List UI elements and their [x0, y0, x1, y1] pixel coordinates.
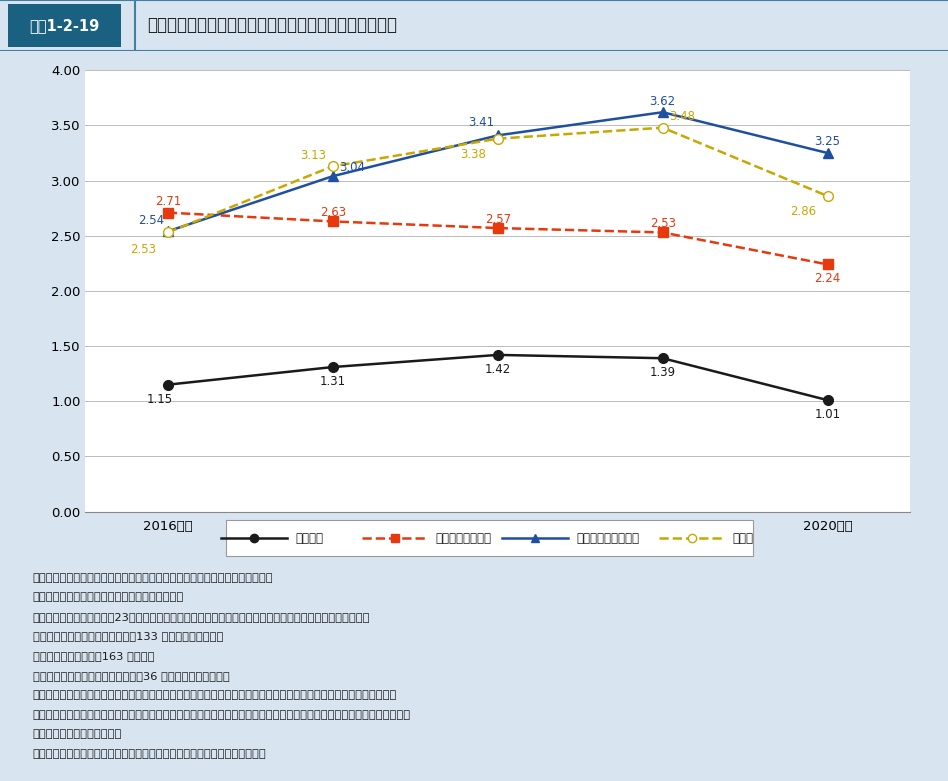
Text: 上記の数値は、新規学卒者及び新規学卒者求人を除いたものである。: 上記の数値は、新規学卒者及び新規学卒者求人を除いたものである。 [33, 749, 266, 759]
Text: 比し短いものをいう。: 比し短いものをいう。 [33, 729, 122, 740]
Text: 資料：内閣官房全世代型社会保障構築会議公的価格評価検討委員会第２回資料: 資料：内閣官房全世代型社会保障構築会議公的価格評価検討委員会第２回資料 [33, 572, 273, 583]
Text: 1.01: 1.01 [814, 408, 841, 421]
Text: 看護師、准看護師: 看護師、准看護師 [436, 532, 492, 544]
Text: 看護師、准看護師：「133 看護師、准看護師」: 看護師、准看護師：「133 看護師、准看護師」 [33, 631, 223, 641]
Text: 2.57: 2.57 [484, 212, 511, 226]
Text: 3.13: 3.13 [300, 148, 326, 162]
Text: 介護サービスの職業：「36 介護サービスの職業」: 介護サービスの職業：「36 介護サービスの職業」 [33, 671, 229, 680]
Text: 2.54: 2.54 [138, 214, 164, 226]
Text: 上記の数値は、平成23年改定「厚生労働省編職業分類」に基づく以下の職業分類区分の数値である。: 上記の数値は、平成23年改定「厚生労働省編職業分類」に基づく以下の職業分類区分の… [33, 612, 371, 622]
Text: 3.41: 3.41 [468, 116, 494, 129]
Text: （注）　上記はパートタイムを除く常用の数値。: （注） 上記はパートタイムを除く常用の数値。 [33, 592, 184, 602]
Text: 3.04: 3.04 [339, 161, 366, 174]
Text: 1.31: 1.31 [319, 375, 346, 388]
Text: 2.63: 2.63 [319, 206, 346, 219]
Text: 3.48: 3.48 [669, 110, 696, 123]
Text: 1.15: 1.15 [147, 393, 173, 405]
Bar [226, 520, 754, 556]
Text: 2.71: 2.71 [155, 195, 181, 208]
Text: 1.39: 1.39 [649, 366, 676, 379]
Text: 全職業計: 全職業計 [296, 532, 323, 544]
Text: 職業別有効求人倍率（パートタイムを除く常用労働者）: 職業別有効求人倍率（パートタイムを除く常用労働者） [147, 16, 397, 34]
Text: パートタイムとは、１週間の所定労働時間が同一の事業所に雇用されている通常の労働者の１週間の所定労働時間に: パートタイムとは、１週間の所定労働時間が同一の事業所に雇用されている通常の労働者… [33, 710, 411, 720]
Text: 2.24: 2.24 [814, 273, 841, 285]
Text: 図表1-2-19: 図表1-2-19 [29, 18, 100, 33]
Text: 3.38: 3.38 [460, 148, 486, 161]
Text: 3.62: 3.62 [649, 95, 676, 108]
Text: 保育士：「163 保育士」: 保育士：「163 保育士」 [33, 651, 155, 661]
Text: 1.42: 1.42 [484, 362, 511, 376]
Bar [8, 4, 121, 47]
Text: 2.53: 2.53 [649, 217, 676, 230]
Text: 保育士: 保育士 [733, 532, 754, 544]
Text: 2.86: 2.86 [790, 205, 816, 218]
Text: 介護サービスの職業: 介護サービスの職業 [576, 532, 639, 544]
Text: 常用とは、雇用契約において雇用期間の定めがないか又は４か月以上の雇用期間が定められているものをいう。: 常用とは、雇用契約において雇用期間の定めがないか又は４か月以上の雇用期間が定めら… [33, 690, 397, 701]
Text: 2.53: 2.53 [130, 243, 156, 255]
Text: 3.25: 3.25 [814, 135, 841, 148]
